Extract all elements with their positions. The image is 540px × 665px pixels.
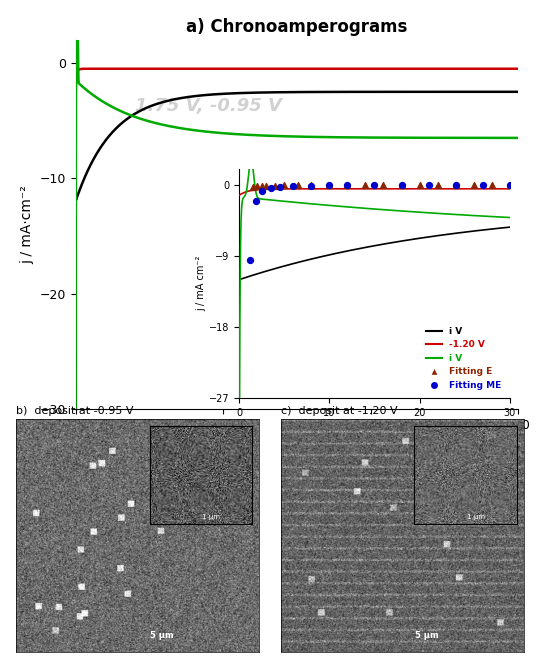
Text: 5 μm: 5 μm [415,631,438,640]
X-axis label: t / s: t / s [284,438,310,452]
Text: 5 μm: 5 μm [150,631,174,640]
Text: b)  deposit at -0.95 V: b) deposit at -0.95 V [16,406,134,416]
Y-axis label: j / mA·cm⁻²: j / mA·cm⁻² [20,185,34,264]
Title: a) Chronoamperograms: a) Chronoamperograms [186,17,408,35]
Text: c)  deposit at -1.20 V: c) deposit at -1.20 V [281,406,397,416]
Text: 1.75 V, -0.95 V: 1.75 V, -0.95 V [135,97,282,115]
